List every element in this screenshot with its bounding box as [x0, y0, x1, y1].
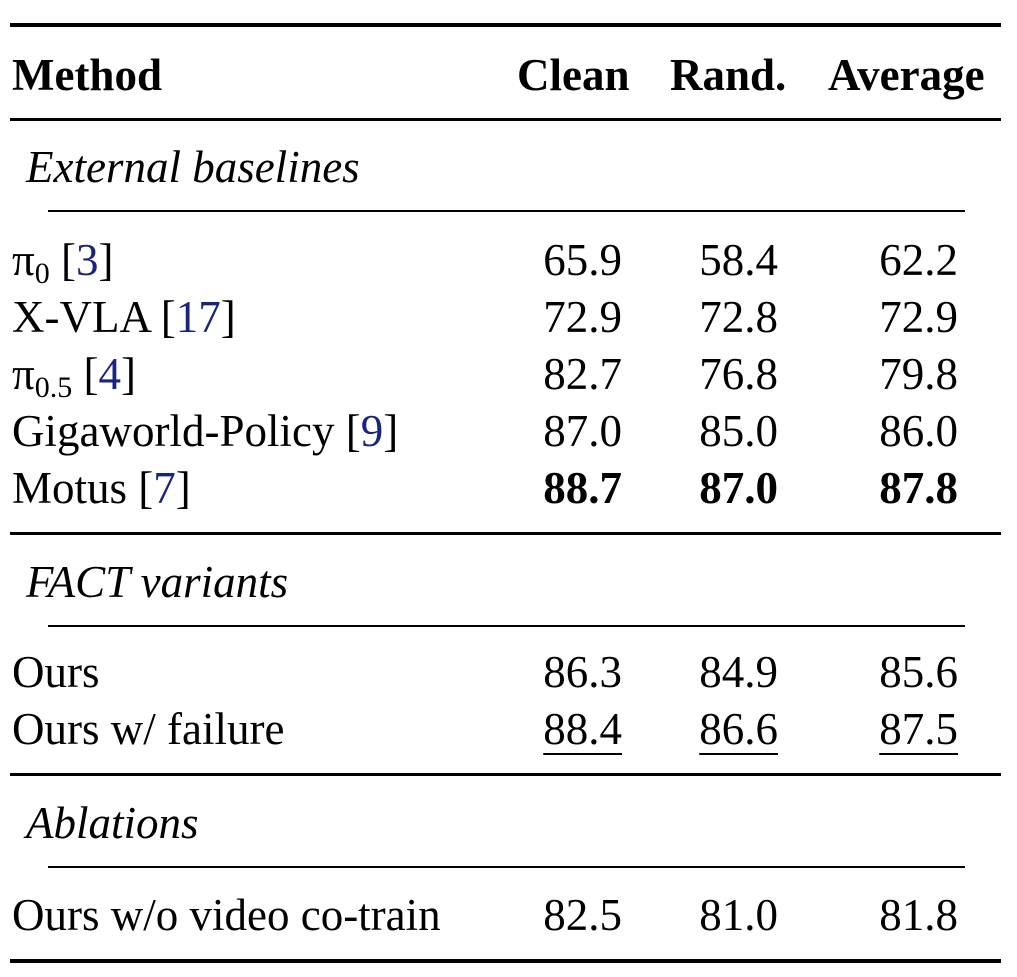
method-subscript: 0 — [34, 257, 50, 290]
cell-clean: 86.3 — [543, 647, 622, 697]
method-name: π — [12, 235, 35, 285]
cell-rand: 85.0 — [699, 406, 778, 456]
header-rule — [10, 118, 1001, 121]
header-rand: Rand. — [670, 50, 787, 100]
method-name: Gigaworld-Policy — [12, 406, 335, 456]
underlined-value: 86.6 — [699, 704, 778, 754]
citation-link[interactable]: 17 — [175, 292, 221, 342]
cell-clean: 65.9 — [543, 235, 622, 285]
cell-average: 72.9 — [879, 292, 958, 342]
cell-clean-best: 88.7 — [543, 463, 622, 513]
section-title: External baselines — [26, 142, 360, 192]
underlined-value: 87.5 — [879, 704, 958, 754]
method-name: X-VLA — [12, 292, 150, 342]
citation-link[interactable]: 9 — [360, 406, 384, 456]
cell-average-second: 87.5 — [838, 707, 958, 752]
header-clean: Clean — [517, 50, 630, 100]
section-title: FACT variants — [26, 557, 289, 607]
section-title: Ablations — [26, 798, 199, 848]
citation-link[interactable]: 4 — [98, 349, 121, 399]
header-average: Average — [828, 50, 985, 100]
cell-average: 79.8 — [879, 349, 958, 399]
cell-rand: 76.8 — [699, 349, 778, 399]
row-method: X-VLA [17] — [12, 292, 236, 342]
cell-clean: 82.5 — [543, 890, 622, 940]
section-rule-fact — [48, 625, 965, 627]
underlined-value: 88.4 — [543, 704, 622, 754]
cell-clean-second: 88.4 — [502, 707, 622, 752]
cell-rand-best: 87.0 — [699, 463, 778, 513]
cell-rand: 81.0 — [699, 890, 778, 940]
row-method: Ours w/o video co-train — [12, 890, 441, 940]
cell-rand: 84.9 — [699, 647, 778, 697]
section-separator-1 — [10, 532, 1001, 535]
section-rule-ablations — [48, 866, 965, 868]
cell-clean: 82.7 — [543, 349, 622, 399]
section-rule-external — [48, 210, 965, 212]
method-name: Motus — [12, 463, 128, 513]
cell-average: 81.8 — [879, 890, 958, 940]
row-method: Gigaworld-Policy [9] — [12, 406, 399, 456]
cell-clean: 87.0 — [543, 406, 622, 456]
section-separator-2 — [10, 773, 1001, 776]
row-method: Ours w/ failure — [12, 704, 285, 754]
cell-average: 85.6 — [879, 647, 958, 697]
cell-rand: 72.8 — [699, 292, 778, 342]
row-method: π0.5 [4] — [12, 349, 136, 404]
cell-average: 86.0 — [879, 406, 958, 456]
cell-average-best: 87.8 — [879, 463, 958, 513]
bottom-rule — [10, 959, 1001, 963]
header-method: Method — [12, 50, 162, 100]
top-rule — [10, 23, 1001, 27]
cell-rand-second: 86.6 — [658, 707, 778, 752]
method-name: π — [12, 349, 35, 399]
row-method: π0 [3] — [12, 235, 114, 290]
cell-average: 62.2 — [879, 235, 958, 285]
citation-link[interactable]: 3 — [75, 235, 99, 285]
cell-rand: 58.4 — [699, 235, 778, 285]
row-method: Ours — [12, 647, 100, 697]
cell-clean: 72.9 — [543, 292, 622, 342]
method-subscript: 0.5 — [34, 371, 73, 404]
citation-link[interactable]: 7 — [153, 463, 176, 513]
row-method: Motus [7] — [12, 463, 191, 513]
